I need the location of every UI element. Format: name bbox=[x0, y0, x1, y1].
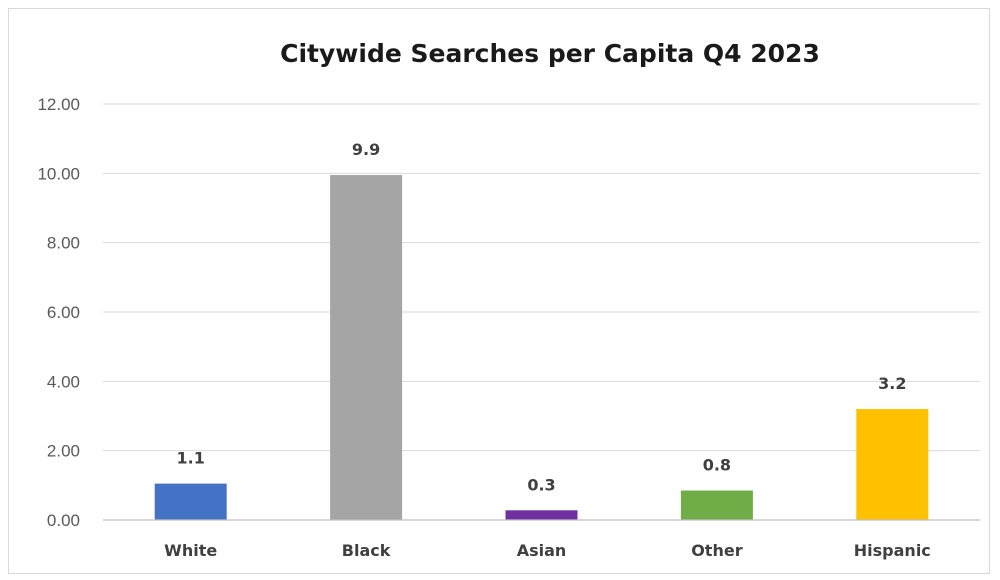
chart-title: Citywide Searches per Capita Q4 2023 bbox=[280, 39, 820, 68]
gridlines bbox=[103, 103, 980, 452]
y-tick-label: 6.00 bbox=[47, 303, 80, 322]
data-label-black: 9.9 bbox=[352, 140, 380, 159]
data-label-white: 1.1 bbox=[177, 449, 205, 468]
x-tick-label-asian: Asian bbox=[517, 541, 567, 560]
bar-hispanic bbox=[856, 409, 929, 520]
bar-other bbox=[680, 490, 753, 520]
bar-asian bbox=[505, 510, 578, 520]
bar-black bbox=[330, 175, 403, 521]
x-axis-ticks: White Black Asian Other Hispanic bbox=[164, 541, 931, 560]
data-label-hispanic: 3.2 bbox=[878, 374, 906, 393]
y-tick-label: 4.00 bbox=[47, 372, 80, 391]
y-tick-label: 10.00 bbox=[37, 164, 80, 183]
x-tick-label-white: White bbox=[164, 541, 217, 560]
y-tick-label: 12.00 bbox=[37, 95, 80, 114]
bars bbox=[154, 175, 929, 521]
x-tick-label-hispanic: Hispanic bbox=[854, 541, 931, 560]
data-label-asian: 0.3 bbox=[527, 475, 555, 494]
bar-white bbox=[154, 483, 227, 520]
x-tick-label-black: Black bbox=[342, 541, 391, 560]
x-tick-label-other: Other bbox=[691, 541, 742, 560]
data-label-other: 0.8 bbox=[703, 456, 731, 475]
chart-frame bbox=[8, 8, 990, 574]
y-tick-label: 2.00 bbox=[47, 442, 80, 461]
y-axis-ticks: 0.00 2.00 4.00 6.00 8.00 10.00 12.00 bbox=[37, 95, 80, 530]
y-tick-label: 8.00 bbox=[47, 234, 80, 253]
y-tick-label: 0.00 bbox=[47, 511, 80, 530]
data-labels: 1.1 9.9 0.3 0.8 3.2 bbox=[177, 140, 907, 494]
